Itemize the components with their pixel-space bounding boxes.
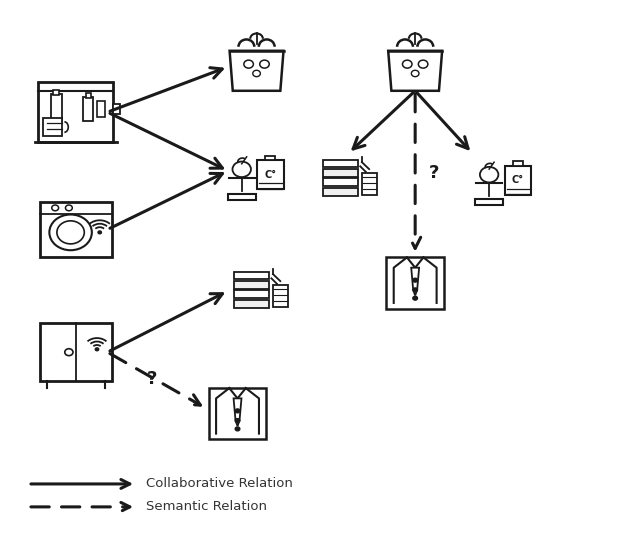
Bar [209,388,266,439]
Circle shape [98,231,101,234]
Text: ?: ? [147,370,157,388]
Bar [53,91,60,95]
Bar [228,194,256,200]
Polygon shape [230,51,284,91]
Bar [38,82,113,142]
Circle shape [57,221,84,244]
Bar [513,162,523,165]
Bar [323,178,358,186]
Circle shape [413,278,417,282]
Text: Collaborative Relation: Collaborative Relation [145,478,292,490]
Bar [86,93,91,98]
Circle shape [236,419,240,423]
Bar [323,160,358,168]
Bar [257,160,284,189]
Circle shape [413,296,417,300]
Text: ?: ? [429,164,440,183]
Bar [113,104,120,114]
Text: C°: C° [512,175,524,185]
Text: Semantic Relation: Semantic Relation [145,500,266,513]
Circle shape [65,205,72,211]
Circle shape [95,348,99,351]
Circle shape [480,167,499,182]
Bar [234,300,269,308]
Bar [234,272,269,279]
Polygon shape [234,398,241,426]
Circle shape [244,60,253,68]
Circle shape [253,70,260,77]
Bar [97,101,105,118]
Bar [505,165,531,195]
Circle shape [403,60,412,68]
Bar [234,281,269,288]
Polygon shape [388,51,442,91]
Bar [266,156,275,160]
Circle shape [232,162,251,177]
Circle shape [412,70,419,77]
Bar [323,188,358,196]
Bar [40,323,112,381]
Bar [234,291,269,298]
Bar [387,257,444,309]
Bar [273,285,288,307]
Polygon shape [412,268,419,295]
Bar [475,199,503,205]
Bar [40,202,112,257]
Bar [362,173,376,196]
Bar [323,169,358,177]
Text: C°: C° [264,170,276,180]
Circle shape [236,427,240,431]
Circle shape [52,205,59,211]
Circle shape [49,215,92,250]
Bar [83,97,93,121]
Bar [51,94,62,121]
Circle shape [260,60,269,68]
Circle shape [413,288,417,292]
Bar [43,118,63,136]
Circle shape [419,60,428,68]
Circle shape [236,409,240,413]
Circle shape [65,349,73,356]
